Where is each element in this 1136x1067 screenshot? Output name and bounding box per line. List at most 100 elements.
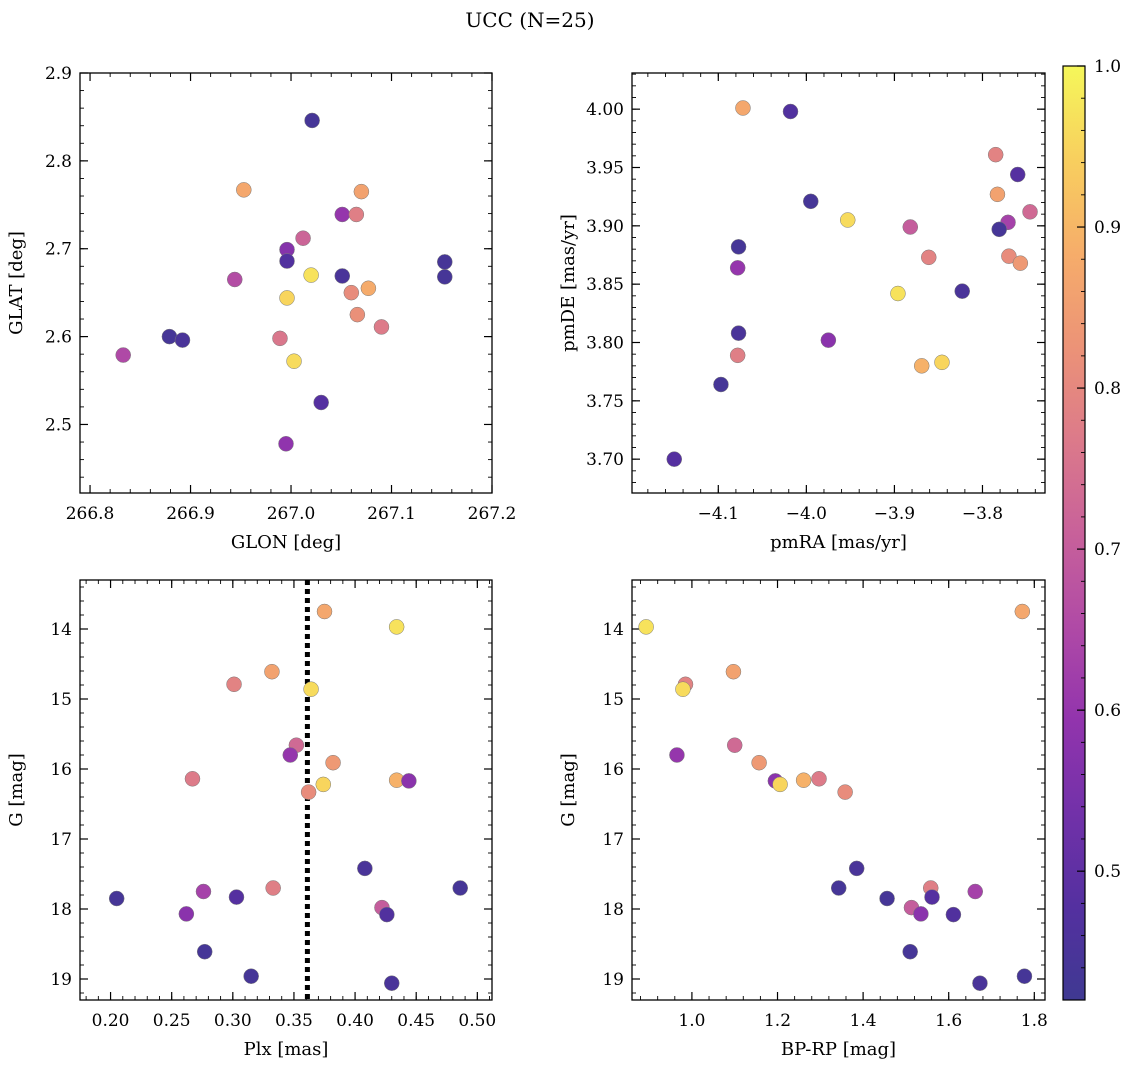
scatter-point	[373, 319, 390, 335]
scatter-point	[1012, 255, 1029, 271]
scatter-point	[989, 186, 1006, 203]
scatter-point	[303, 681, 319, 697]
y-tick-label: 19	[50, 970, 72, 990]
scatter-panel-plx-g: 0.20 0.25 0.30 0.35 0.40 0.45 0.50 14 15 16 17 18 19…	[6, 579, 496, 1060]
scatter-point	[279, 253, 295, 269]
scatter-point	[729, 260, 746, 276]
scatter-point	[401, 773, 417, 789]
scatter-point	[972, 975, 988, 991]
scatter-point	[713, 376, 729, 393]
scatter-point	[820, 332, 837, 348]
scatter-point	[353, 183, 370, 200]
colorbar: 0.5 0.6 0.7 0.8 0.9 1.0	[1062, 57, 1121, 1001]
scatter-point	[725, 663, 742, 680]
x-tick-label: 0.20	[92, 1011, 130, 1031]
x-tick-label: 267.2	[468, 504, 517, 524]
scatter-point	[638, 619, 654, 635]
scatter-point	[178, 906, 195, 922]
y-tick-label: 3.95	[586, 159, 624, 179]
x-tick-label: 0.45	[397, 1011, 435, 1031]
x-tick-label: −4.1	[698, 504, 739, 524]
x-tick-label: 0.40	[336, 1011, 374, 1031]
x-tick-label: −4.0	[786, 504, 827, 524]
y-tick-label: 15	[602, 690, 624, 710]
y-tick-label: 2.6	[45, 328, 72, 348]
scatter-point	[315, 776, 332, 793]
scatter-point	[987, 146, 1004, 163]
y-tick-label: 3.85	[586, 275, 624, 295]
colorbar-tick-label: 0.6	[1094, 701, 1121, 721]
scatter-point	[1022, 204, 1038, 220]
scatter-point	[228, 889, 245, 905]
y-tick-label: 18	[50, 900, 72, 920]
y-tick-label: 16	[602, 760, 624, 780]
scatter-point	[666, 451, 683, 467]
x-tick-label: 1.6	[935, 1011, 962, 1031]
y-axis-label: G [mag]	[6, 753, 27, 826]
scatter-point	[729, 347, 746, 364]
x-tick-label: 1.2	[764, 1011, 791, 1031]
x-tick-label: 267.1	[367, 504, 416, 524]
colorbar-tick-label: 1.0	[1094, 57, 1121, 77]
scatter-point	[669, 747, 685, 763]
scatter-point	[227, 271, 243, 288]
scatter-point	[735, 100, 751, 116]
scatter-point	[675, 681, 691, 697]
colorbar-tick-label: 0.8	[1094, 379, 1121, 399]
scatter-point	[300, 784, 317, 800]
scatter-point	[772, 776, 788, 793]
x-tick-label: −3.9	[874, 504, 915, 524]
scatter-point	[108, 890, 125, 907]
scatter-point	[1016, 968, 1033, 984]
y-tick-label: 2.7	[45, 240, 72, 260]
scatter-point	[303, 267, 319, 283]
scatter-panel-bprp-g: 1.0 1.2 1.4 1.6 1.8 14 15 16 17 18 19 BP-RP [mag] G …	[558, 579, 1048, 1060]
y-tick-label: 2.8	[45, 152, 72, 172]
scatter-point	[349, 306, 366, 323]
x-tick-label: 0.30	[214, 1011, 252, 1031]
chart-title: UCC (N=25)	[465, 8, 594, 32]
scatter-point	[325, 754, 341, 771]
scatter-point	[282, 747, 299, 763]
scatter-point	[226, 676, 242, 693]
x-axis-label: pmRA [mas/yr]	[770, 532, 907, 553]
scatter-point	[991, 221, 1007, 238]
scatter-point	[265, 880, 281, 896]
scatter-point	[913, 358, 930, 374]
scatter-point	[879, 890, 895, 907]
scatter-point	[379, 906, 395, 923]
scatter-point	[174, 332, 191, 348]
y-tick-label: 17	[50, 830, 72, 850]
colorbar-tick-label: 0.7	[1094, 540, 1121, 560]
scatter-point	[272, 330, 288, 347]
y-tick-label: 17	[602, 830, 624, 850]
scatter-point	[278, 436, 294, 452]
scatter-panel-glon-glat: 266.8 266.9 267.0 267.1 267.2 2.5 2.6 2.7 2.8 2.9…	[6, 64, 516, 553]
scatter-point	[348, 206, 365, 223]
scatter-point	[115, 347, 131, 363]
colorbar-tick-label: 0.5	[1094, 862, 1121, 882]
scatter-point	[921, 249, 937, 266]
scatter-point	[357, 860, 373, 877]
scatter-point	[924, 889, 940, 905]
y-axis-label: pmDE [mas/yr]	[558, 214, 579, 352]
scatter-point	[334, 268, 351, 284]
x-axis-label: Plx [mas]	[244, 1039, 329, 1060]
y-tick-label: 3.90	[586, 217, 624, 237]
scatter-point	[837, 784, 853, 800]
y-tick-label: 4.00	[586, 100, 624, 120]
x-axis-label: BP-RP [mag]	[781, 1039, 896, 1060]
scatter-point	[360, 280, 377, 297]
axes-frame	[631, 72, 1046, 494]
scatter-point	[730, 325, 747, 341]
scatter-point	[304, 112, 320, 129]
scatter-point	[264, 663, 280, 680]
scatter-point	[902, 219, 919, 235]
scatter-point	[243, 968, 259, 984]
y-tick-label: 15	[50, 690, 72, 710]
scatter-point	[934, 354, 950, 371]
scatter-point	[295, 230, 311, 246]
x-tick-label: 1.0	[678, 1011, 705, 1031]
y-tick-label: 2.5	[45, 415, 72, 435]
